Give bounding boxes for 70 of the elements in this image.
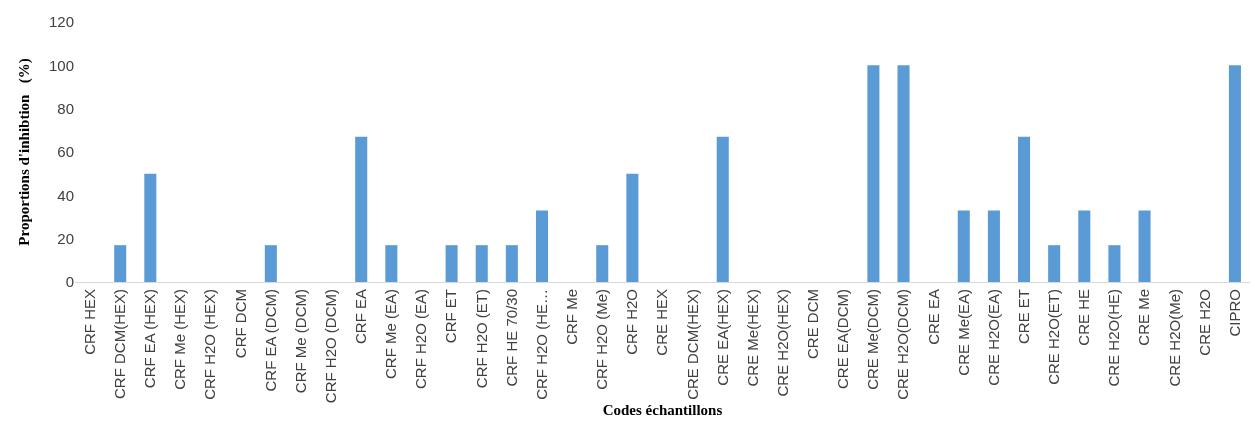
x-tick-label: CRE Me bbox=[1135, 289, 1153, 346]
x-tick-label: CRF H2O (HEX) bbox=[201, 289, 219, 400]
x-tick-label: CRE H2O(Me) bbox=[1165, 289, 1183, 387]
y-tick-label: 100 bbox=[48, 56, 74, 74]
bar bbox=[716, 136, 729, 282]
bar bbox=[897, 65, 910, 282]
y-axis-title: Proportions d'inhibtion (%) bbox=[16, 58, 34, 246]
x-tick-label: CRF DCM(HEX) bbox=[111, 289, 129, 399]
x-tick-label: CRE H2O bbox=[1195, 289, 1213, 356]
bar bbox=[596, 245, 609, 282]
bar bbox=[385, 245, 398, 282]
x-tick-label: CRF H2O (ET) bbox=[472, 289, 490, 389]
x-axis-title: Codes échantillons bbox=[602, 402, 723, 419]
x-tick-label: CRF H2O (EA) bbox=[412, 289, 430, 390]
bar bbox=[1018, 136, 1031, 282]
bar bbox=[1138, 210, 1151, 282]
bar bbox=[1108, 245, 1121, 282]
x-tick-label: CRF Me (HEX) bbox=[171, 289, 189, 390]
x-tick-label: CRF EA bbox=[352, 289, 370, 345]
x-tick-label: CRE H2O(ET) bbox=[1045, 289, 1063, 385]
bar bbox=[1048, 245, 1061, 282]
x-tick-label: CRE DCM(HEX) bbox=[683, 289, 701, 400]
x-tick-label: CRE H2O(HE) bbox=[1105, 289, 1123, 387]
x-tick-label: CRF DCM bbox=[231, 289, 249, 359]
x-tick-label: CRE Me(EA) bbox=[954, 289, 972, 376]
bar bbox=[355, 136, 368, 282]
x-tick-label: CRF H2O bbox=[623, 289, 641, 355]
bar bbox=[957, 210, 970, 282]
y-tick-label: 120 bbox=[48, 13, 74, 31]
x-tick-label: CRF Me (EA) bbox=[382, 289, 400, 379]
bar bbox=[445, 245, 458, 282]
x-tick-label: CRE ET bbox=[1014, 289, 1032, 345]
x-tick-label: CRE H2O(DCM) bbox=[894, 289, 912, 400]
bar bbox=[475, 245, 488, 282]
x-tick-label: CRF EA (DCM) bbox=[261, 289, 279, 392]
x-tick-label: CIPRO bbox=[1225, 289, 1243, 337]
x-tick-label: CRE Me(HEX) bbox=[743, 289, 761, 387]
bar bbox=[505, 245, 518, 282]
x-tick-label: CRF HEX bbox=[80, 289, 98, 355]
x-tick-label: CRF ET bbox=[442, 289, 460, 344]
x-tick-label: CRE EA(DCM) bbox=[834, 289, 852, 389]
x-tick-label: CRF EA (HEX) bbox=[141, 289, 159, 389]
x-tick-label: CRF Me (DCM) bbox=[291, 289, 309, 394]
bar bbox=[144, 173, 157, 282]
x-tick-label: CRE HE bbox=[1075, 289, 1093, 346]
x-tick-label: CRF HE 70/30 bbox=[502, 289, 520, 387]
x-tick-label: CRF H2O (Me) bbox=[593, 289, 611, 390]
x-tick-label: CRE H2O(HEX) bbox=[773, 289, 791, 397]
bar bbox=[264, 245, 277, 282]
bar bbox=[867, 65, 880, 282]
y-tick-label: 80 bbox=[57, 99, 74, 117]
x-tick-label: CRE H2O(EA) bbox=[984, 289, 1002, 386]
bar bbox=[987, 210, 1000, 282]
y-tick-label: 20 bbox=[57, 229, 74, 247]
x-tick-label: CRE DCM bbox=[804, 289, 822, 359]
x-tick-label: CRE Me(DCM) bbox=[864, 289, 882, 390]
bar bbox=[535, 210, 549, 282]
y-tick-label: 0 bbox=[65, 273, 74, 291]
bar bbox=[114, 245, 127, 282]
x-tick-label: CRF H2O (DCM) bbox=[321, 289, 339, 404]
x-tick-label: CRF H2O (HE… bbox=[532, 289, 550, 400]
y-tick-label: 60 bbox=[57, 143, 74, 161]
x-tick-label: CRE HEX bbox=[653, 289, 671, 356]
x-tick-label: CRF Me bbox=[562, 289, 580, 345]
y-tick-label: 40 bbox=[57, 186, 74, 204]
bar bbox=[626, 173, 639, 282]
x-tick-label: CRE EA bbox=[924, 289, 942, 345]
x-tick-label: CRE EA(HEX) bbox=[713, 289, 731, 386]
bar bbox=[1228, 65, 1241, 282]
bar bbox=[1078, 210, 1091, 282]
